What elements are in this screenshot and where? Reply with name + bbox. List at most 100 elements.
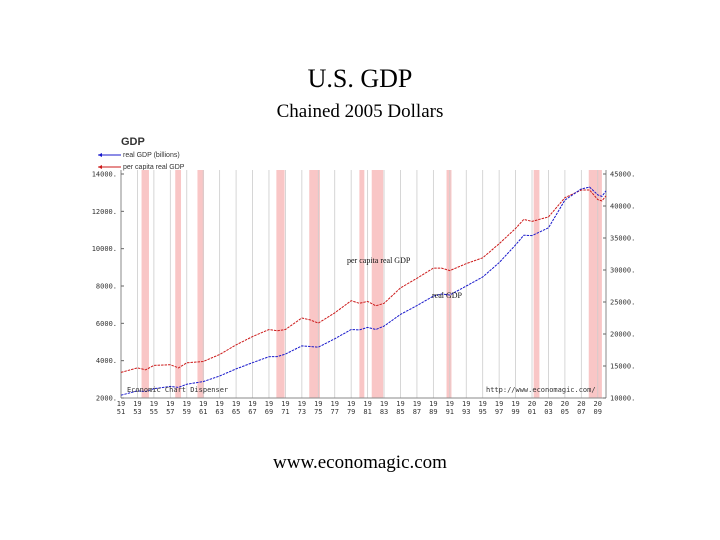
- x-tick-label-bottom: 89: [429, 408, 437, 416]
- per-capita-gdp-line: [120, 189, 607, 373]
- left-tick-label: 4000.: [96, 357, 117, 365]
- slide-footer-url[interactable]: www.economagic.com: [273, 452, 447, 473]
- chart-title: GDP: [121, 136, 145, 148]
- x-tick-label-top: 20: [577, 400, 585, 408]
- x-tick-label-bottom: 63: [215, 408, 223, 416]
- x-tick-label-top: 20: [544, 400, 552, 408]
- chart-credit-right[interactable]: http://www.economagic.com/: [486, 386, 596, 394]
- x-tick-label-bottom: 91: [446, 408, 454, 416]
- left-tick-label: 6000.: [96, 320, 117, 328]
- x-tick-label-top: 20: [561, 400, 569, 408]
- slide-subtitle: Chained 2005 Dollars: [276, 101, 444, 122]
- recession-band: [197, 170, 205, 398]
- x-tick-label-top: 19: [117, 400, 125, 408]
- x-tick-label-top: 19: [215, 400, 223, 408]
- x-tick-label-bottom: 07: [577, 408, 585, 416]
- x-tick-label-top: 19: [183, 400, 191, 408]
- left-tick-label: 10000.: [92, 245, 117, 253]
- x-tick-label-top: 19: [281, 400, 289, 408]
- x-tick-label-bottom: 61: [199, 408, 207, 416]
- x-tick-label-top: 19: [495, 400, 503, 408]
- legend-real: real GDP (billions): [123, 152, 180, 159]
- chart-credit-left: Economic Chart Dispenser: [127, 386, 228, 394]
- x-tick-label-top: 19: [462, 400, 470, 408]
- x-tick-label-bottom: 05: [561, 408, 569, 416]
- right-tick-label: 25000.: [610, 299, 635, 307]
- real-series-label: real GDP: [432, 291, 463, 300]
- x-tick-label-bottom: 75: [314, 408, 322, 416]
- x-tick-label-bottom: 73: [298, 408, 306, 416]
- x-tick-label-bottom: 51: [117, 408, 125, 416]
- left-tick-label: 2000.: [96, 395, 117, 403]
- x-tick-label-top: 19: [429, 400, 437, 408]
- grid-lines: [120, 170, 599, 398]
- x-tick-label-bottom: 09: [594, 408, 602, 416]
- x-tick-label-bottom: 95: [478, 408, 486, 416]
- right-tick-label: 20000.: [610, 331, 635, 339]
- x-axis-ticks: 1951195319551957195919611963196519671969…: [117, 400, 602, 416]
- x-tick-label-bottom: 79: [347, 408, 355, 416]
- recession-bands: [141, 170, 602, 398]
- x-tick-label-bottom: 93: [462, 408, 470, 416]
- right-tick-label: 30000.: [610, 267, 635, 275]
- recession-band: [371, 170, 384, 398]
- x-tick-label-bottom: 59: [183, 408, 191, 416]
- x-tick-label-top: 19: [478, 400, 486, 408]
- x-tick-label-bottom: 83: [380, 408, 388, 416]
- x-tick-label-bottom: 55: [150, 408, 158, 416]
- legend-per-capita: per capita real GDP: [123, 164, 185, 171]
- x-tick-label-top: 19: [380, 400, 388, 408]
- left-tick-label: 8000.: [96, 283, 117, 291]
- x-tick-label-bottom: 71: [281, 408, 289, 416]
- x-tick-label-bottom: 99: [511, 408, 519, 416]
- x-tick-label-top: 19: [396, 400, 404, 408]
- x-tick-label-top: 20: [594, 400, 602, 408]
- right-tick-label: 45000.: [610, 171, 635, 179]
- x-tick-label-bottom: 03: [544, 408, 552, 416]
- per-capita-series-label: per capita real GDP: [347, 256, 411, 265]
- recession-band: [359, 170, 365, 398]
- x-tick-label-top: 19: [265, 400, 273, 408]
- x-tick-label-top: 20: [528, 400, 536, 408]
- x-tick-label-top: 19: [363, 400, 371, 408]
- x-tick-label-top: 19: [298, 400, 306, 408]
- x-tick-label-top: 19: [150, 400, 158, 408]
- x-tick-label-top: 19: [133, 400, 141, 408]
- x-tick-label-top: 19: [199, 400, 207, 408]
- x-tick-label-bottom: 53: [133, 408, 141, 416]
- x-tick-label-top: 19: [347, 400, 355, 408]
- x-tick-label-top: 19: [331, 400, 339, 408]
- right-axis-ticks: 10000. 15000. 20000. 25000. 30000. 35000. 4000…: [603, 171, 635, 403]
- x-tick-label-bottom: 85: [396, 408, 404, 416]
- legend-arrow-per-capita-icon: [98, 165, 102, 169]
- x-tick-label-bottom: 01: [528, 408, 536, 416]
- x-tick-label-top: 19: [511, 400, 519, 408]
- slide-title: U.S. GDP: [307, 64, 413, 93]
- left-tick-label: 14000.: [92, 171, 117, 179]
- right-tick-label: 10000.: [610, 395, 635, 403]
- x-tick-label-bottom: 81: [363, 408, 371, 416]
- legend-arrow-real-icon: [98, 153, 102, 157]
- x-tick-label-bottom: 87: [413, 408, 421, 416]
- right-tick-label: 35000.: [610, 235, 635, 243]
- x-tick-label-bottom: 69: [265, 408, 273, 416]
- recession-band: [141, 170, 149, 398]
- x-tick-label-bottom: 97: [495, 408, 503, 416]
- x-tick-label-bottom: 65: [232, 408, 240, 416]
- x-tick-label-top: 19: [166, 400, 174, 408]
- recession-band: [446, 170, 452, 398]
- recession-band: [175, 170, 182, 398]
- recession-band: [533, 170, 540, 398]
- real-gdp-line: [120, 186, 607, 396]
- left-axis-ticks: 2000. 4000. 6000. 8000. 10000. 12000. 14000.: [92, 171, 124, 403]
- right-tick-label: 15000.: [610, 363, 635, 371]
- recession-band: [276, 170, 285, 398]
- chart-legend: real GDP (billions) per capita real GDP: [98, 152, 185, 171]
- x-tick-label-top: 19: [248, 400, 256, 408]
- x-tick-label-bottom: 77: [331, 408, 339, 416]
- x-tick-label-top: 19: [232, 400, 240, 408]
- recession-band: [588, 170, 602, 398]
- right-tick-label: 40000.: [610, 203, 635, 211]
- x-tick-label-top: 19: [413, 400, 421, 408]
- x-tick-label-top: 19: [446, 400, 454, 408]
